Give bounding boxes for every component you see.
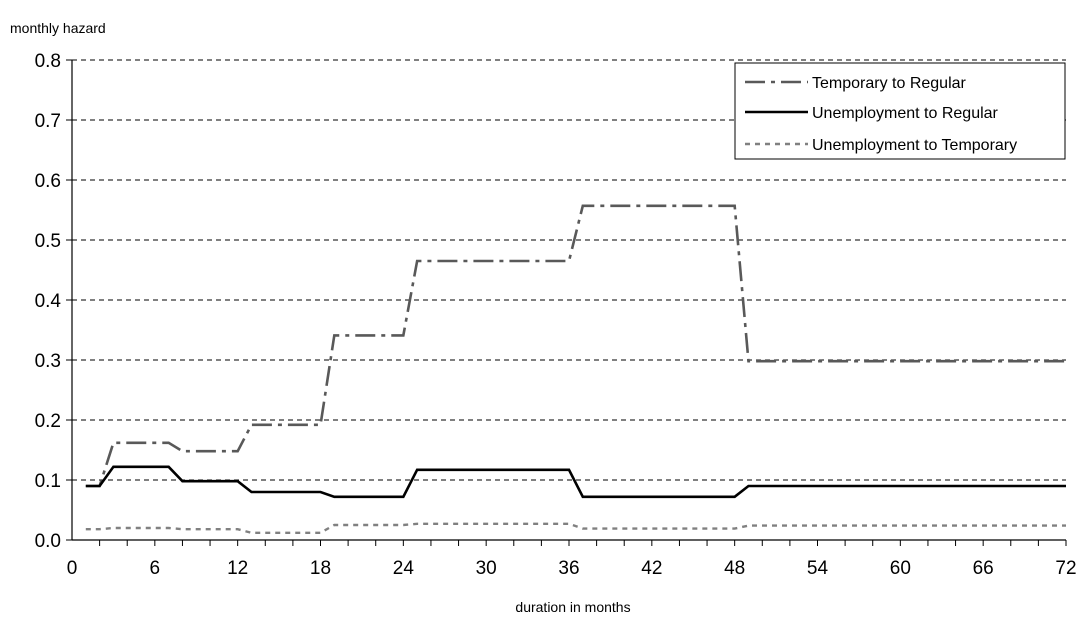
x-tick-label: 72 — [1055, 558, 1076, 579]
y-tick-label: 0.0 — [35, 531, 61, 552]
legend-label-temporary-to-regular: Temporary to Regular — [812, 75, 967, 92]
x-tick-label: 54 — [807, 558, 829, 579]
plot-series — [85, 204, 1066, 534]
x-tick-label: 36 — [558, 558, 579, 579]
y-tick-label: 0.7 — [35, 111, 61, 132]
y-axis-title: monthly hazard — [10, 20, 106, 36]
x-tick-label: 30 — [476, 558, 497, 579]
x-tick-label: 24 — [393, 558, 415, 579]
legend: Temporary to Regular Unemployment to Reg… — [734, 62, 1066, 160]
y-tick-label: 0.8 — [35, 51, 61, 72]
x-axis-title: duration in months — [515, 599, 630, 615]
series-line-2 — [85, 522, 1066, 534]
y-tick-labels: 0.0 0.1 0.2 0.3 0.4 0.5 0.6 0.7 0.8 — [35, 51, 62, 552]
y-tick-label: 0.1 — [35, 471, 61, 492]
x-tick-labels: 0 6 12 18 24 30 36 42 48 54 60 66 72 — [67, 558, 1077, 579]
x-tick-label: 0 — [67, 558, 78, 579]
x-tick-label: 60 — [890, 558, 911, 579]
x-tick-label: 66 — [973, 558, 994, 579]
x-tick-label: 6 — [150, 558, 161, 579]
y-tick-label: 0.2 — [35, 411, 61, 432]
y-tick-label: 0.5 — [35, 231, 61, 252]
y-tick-label: 0.3 — [35, 351, 61, 372]
legend-label-unemployment-to-temporary: Unemployment to Temporary — [812, 137, 1017, 154]
series-line-1 — [85, 465, 1066, 499]
legend-label-unemployment-to-regular: Unemployment to Regular — [812, 105, 999, 122]
x-tick-label: 42 — [641, 558, 662, 579]
x-tick-label: 48 — [724, 558, 745, 579]
series-line-0 — [85, 204, 1066, 488]
y-tick-label: 0.4 — [35, 291, 62, 312]
x-tick-label: 18 — [310, 558, 331, 579]
axes — [71, 60, 1067, 546]
x-tick-label: 12 — [227, 558, 248, 579]
y-tick-label: 0.6 — [35, 171, 61, 192]
